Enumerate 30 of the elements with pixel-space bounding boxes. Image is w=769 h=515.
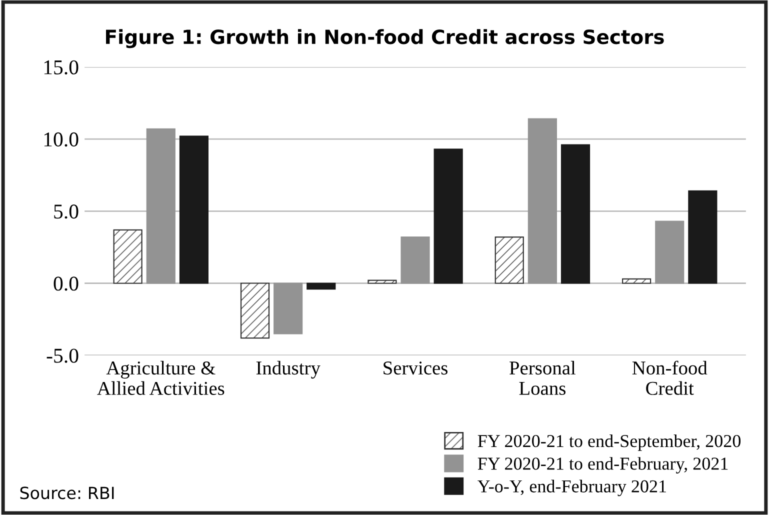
chart-title: Figure 1: Growth in Non-food Credit across Sectors	[106, 29, 664, 48]
bar	[240, 282, 270, 339]
y-tick-label: 15.0	[44, 60, 78, 74]
x-tick-label: Services	[384, 362, 448, 375]
bar	[306, 282, 336, 290]
bar	[274, 282, 303, 334]
bar	[560, 144, 590, 284]
x-tick-label: Personal Loans	[510, 360, 576, 395]
y-tick-label: 0.0	[54, 276, 78, 291]
bar	[179, 136, 209, 284]
legend-label: FY 2020-21 to end-September, 2020	[478, 434, 741, 451]
bar	[494, 236, 524, 284]
bar	[528, 118, 557, 284]
bar	[688, 190, 718, 284]
bar	[113, 229, 142, 284]
source-note: Source: RBI	[20, 486, 114, 500]
bar	[368, 280, 397, 284]
x-tick-label: Agriculture & Allied Activities	[97, 360, 224, 395]
bar	[655, 220, 684, 284]
bar	[434, 148, 463, 284]
y-tick-label: 5.0	[54, 204, 78, 219]
y-tick-label: -5.0	[46, 348, 78, 363]
x-tick-label: Industry	[256, 360, 320, 379]
bar	[400, 236, 430, 284]
bar	[146, 128, 176, 284]
x-tick-label: Non-food Credit	[632, 360, 708, 395]
legend-label: Y-o-Y, end-February 2021	[478, 480, 666, 496]
bar	[622, 278, 652, 284]
y-tick-label: 10.0	[44, 132, 78, 147]
legend-label: FY 2020-21 to end-February, 2021	[478, 457, 728, 474]
